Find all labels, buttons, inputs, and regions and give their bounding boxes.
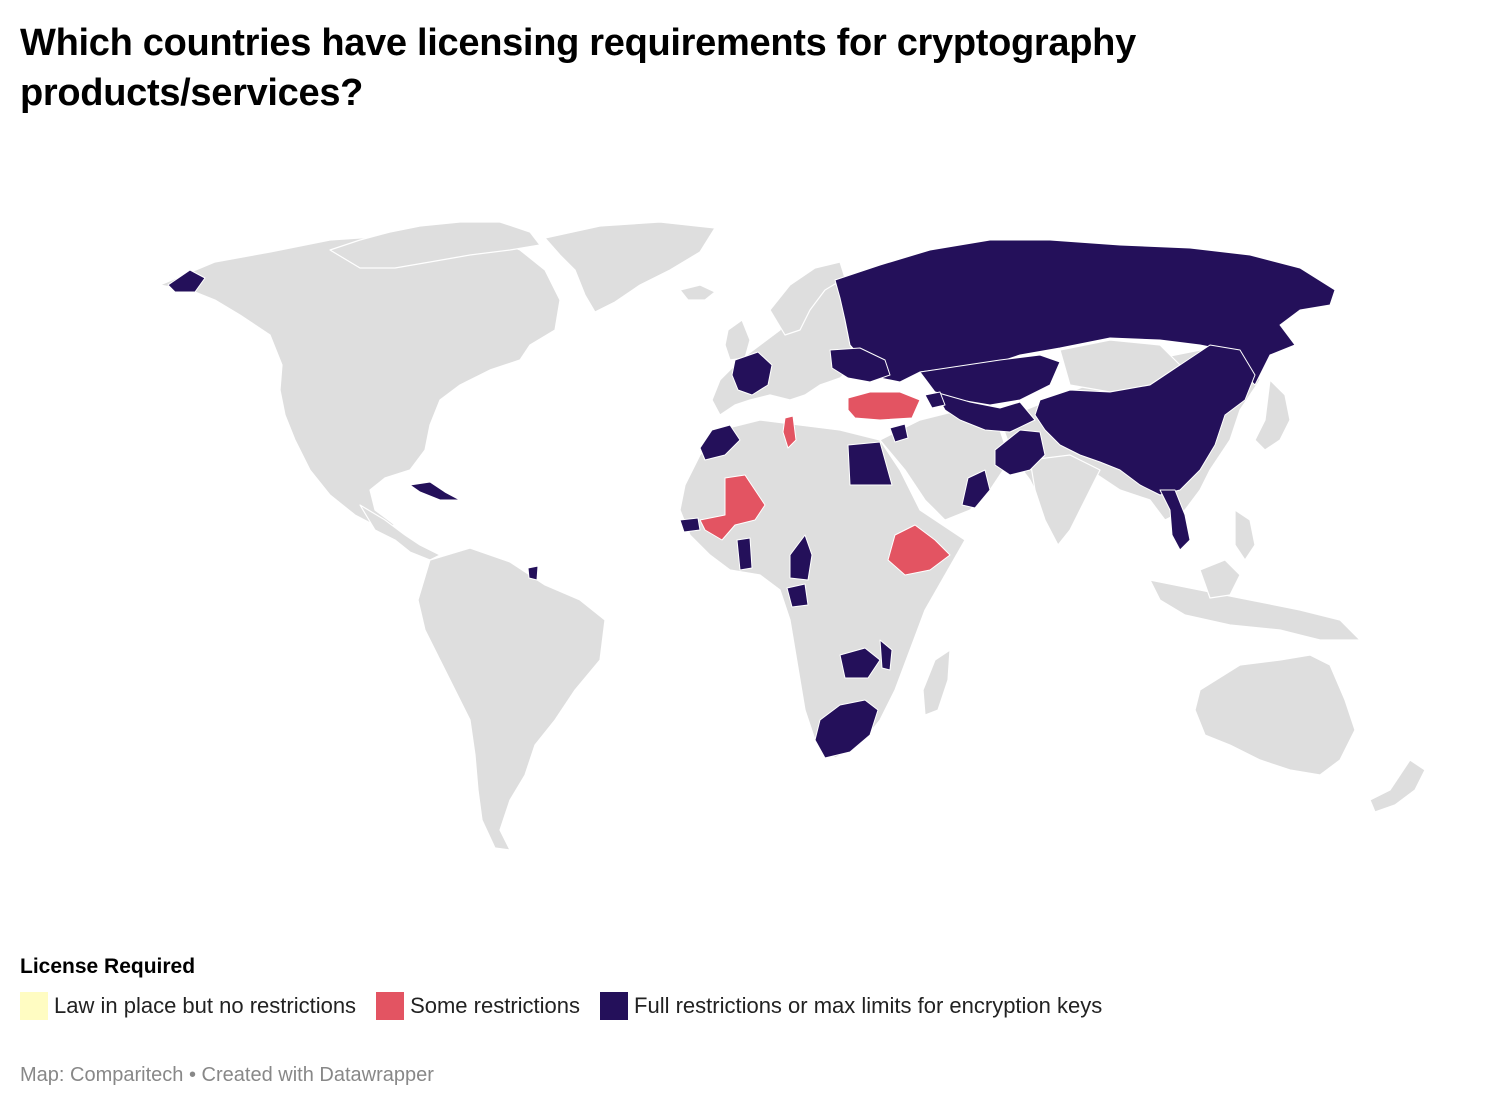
legend-title: License Required <box>20 955 196 978</box>
legend-item-no-restrictions: Law in place but no restrictions <box>20 992 356 1020</box>
central-america <box>359 504 441 561</box>
country-central-asia <box>934 391 1036 433</box>
legend-label: Some restrictions <box>410 993 581 1018</box>
legend-swatch-red <box>376 992 405 1020</box>
legend-label: Law in place but no restrictions <box>54 993 357 1018</box>
legend: Law in place but no restrictions Some re… <box>20 992 1102 1020</box>
australia <box>1194 654 1356 776</box>
country-china <box>1034 344 1256 496</box>
arctic-islands <box>329 221 541 269</box>
legend-swatch-yellow <box>20 992 48 1020</box>
borneo <box>1199 559 1241 599</box>
footer-credit: Created with Datawrapper <box>201 1064 434 1086</box>
country-cuba <box>409 481 461 501</box>
country-turkey <box>847 391 921 421</box>
legend-item-some-restrictions: Some restrictions <box>376 992 580 1020</box>
japan <box>1254 379 1291 451</box>
country-alaska-island <box>167 269 206 293</box>
legend-label: Full restrictions or max limits for encr… <box>634 993 1103 1018</box>
footer-separator: • <box>188 1064 196 1086</box>
some-restriction-countries <box>699 391 951 576</box>
full-restriction-countries <box>167 239 1336 759</box>
country-syria <box>889 423 909 443</box>
country-senegal <box>679 517 701 533</box>
footer-source: Map: Comparitech <box>20 1064 184 1086</box>
world-map <box>0 200 1500 880</box>
iceland <box>679 284 716 301</box>
country-morocco <box>699 424 741 461</box>
country-oman <box>961 469 991 509</box>
se-asia-islands <box>1149 579 1361 641</box>
north-america <box>159 229 561 529</box>
country-egypt <box>847 441 893 486</box>
country-france <box>731 351 773 396</box>
legend-item-full-restrictions: Full restrictions or max limits for encr… <box>600 992 1102 1020</box>
country-pakistan <box>994 429 1046 476</box>
footer: Map: Comparitech • Created with Datawrap… <box>20 1064 434 1087</box>
country-malawi <box>879 639 893 671</box>
country-tunisia <box>782 415 797 449</box>
country-ukraine-belarus <box>829 347 891 383</box>
madagascar <box>922 649 951 716</box>
country-gabon <box>786 583 809 608</box>
greenland <box>544 221 716 313</box>
country-french-guiana <box>527 565 539 581</box>
country-cameroon <box>789 534 813 581</box>
new-zealand <box>1369 759 1426 813</box>
uk <box>724 319 751 361</box>
country-zambia <box>839 647 881 679</box>
country-vietnam <box>1159 489 1191 551</box>
scandinavia <box>769 261 846 336</box>
philippines <box>1234 509 1256 561</box>
map-title: Which countries have licensing requireme… <box>20 22 1136 114</box>
country-mali <box>699 474 766 541</box>
country-south-africa <box>814 699 879 759</box>
india <box>1029 454 1101 546</box>
south-america <box>417 547 606 851</box>
country-ghana <box>736 537 753 571</box>
legend-swatch-purple <box>600 992 629 1020</box>
country-ethiopia <box>887 524 951 576</box>
country-azerbaijan <box>924 391 946 409</box>
